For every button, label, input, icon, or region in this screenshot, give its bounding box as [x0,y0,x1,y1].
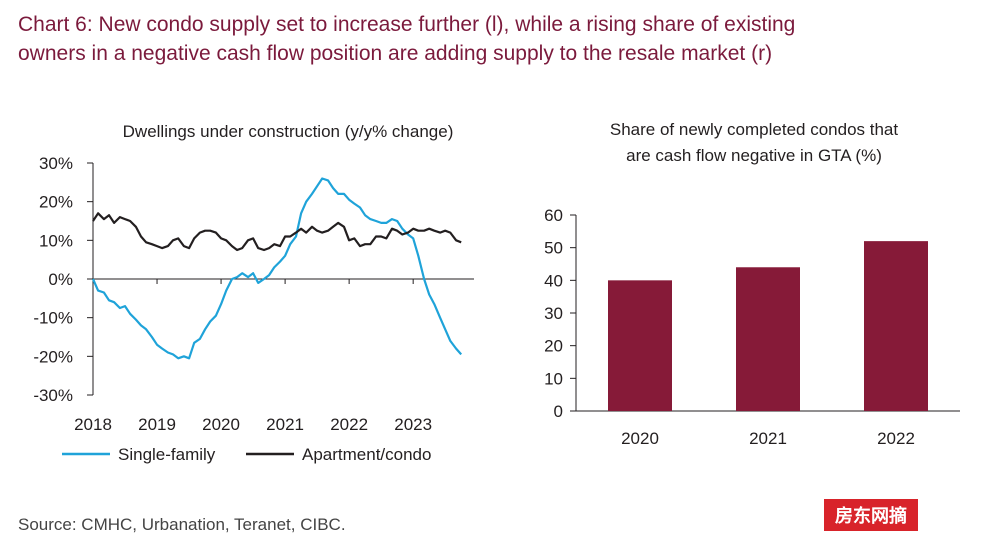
y-tick-label: 0 [554,402,563,421]
watermark-logo: 房东网摘 [824,499,918,531]
bar-2020 [608,280,672,411]
x-tick-label: 2020 [621,429,659,448]
line-chart-axes [92,163,474,395]
source-note: Source: CMHC, Urbanation, Teranet, CIBC. [18,515,346,534]
bar-chart-bars [608,241,928,411]
bar-chart-x-ticks: 2020 2021 2022 [621,429,915,448]
y-tick-label: 0% [48,270,73,289]
line-chart-y-ticks: 30% 20% 10% 0% -10% -20% -30% [33,154,93,405]
x-tick-label: 2023 [394,415,432,434]
x-tick-label: 2019 [138,415,176,434]
chart-headline: Chart 6: New condo supply set to increas… [18,10,978,68]
line-chart-legend: Single-family Apartment/condo [62,445,431,464]
y-tick-label: -30% [33,386,73,405]
x-tick-label: 2018 [74,415,112,434]
y-tick-label: 20 [544,337,563,356]
y-tick-label: 20% [39,193,73,212]
line-chart-x-ticks: 2018 2019 2020 2021 2022 2023 [74,279,432,434]
bar-2022 [864,241,928,411]
bar-chart: Share of newly completed condos that are… [544,120,960,448]
y-tick-label: -20% [33,347,73,366]
y-tick-label: 10% [39,231,73,250]
series-line-apartment-condo [92,212,462,252]
y-tick-label: 30 [544,304,563,323]
line-chart: Dwellings under construction (y/y% chang… [33,122,474,464]
bar-2021 [736,267,800,411]
y-tick-label: 40 [544,271,563,290]
y-tick-label: 30% [39,154,73,173]
y-tick-label: 60 [544,206,563,225]
y-tick-label: 50 [544,239,563,258]
bar-chart-y-ticks: 60 50 40 30 20 10 0 [544,206,576,421]
legend-label-single-family: Single-family [118,445,216,464]
bar-chart-title-line-2: are cash flow negative in GTA (%) [626,146,882,165]
x-tick-label: 2022 [330,415,368,434]
x-tick-label: 2021 [266,415,304,434]
line-chart-title: Dwellings under construction (y/y% chang… [123,122,454,141]
y-tick-label: -10% [33,309,73,328]
legend-label-apartment-condo: Apartment/condo [302,445,431,464]
y-tick-label: 10 [544,369,563,388]
x-tick-label: 2021 [749,429,787,448]
x-tick-label: 2020 [202,415,240,434]
bar-chart-title-line-1: Share of newly completed condos that [610,120,899,139]
headline-line-1: Chart 6: New condo supply set to increas… [18,13,796,36]
x-tick-label: 2022 [877,429,915,448]
line-chart-series [91,177,463,360]
headline-line-2: owners in a negative cash flow position … [18,42,773,65]
series-line-single-family [91,177,463,360]
